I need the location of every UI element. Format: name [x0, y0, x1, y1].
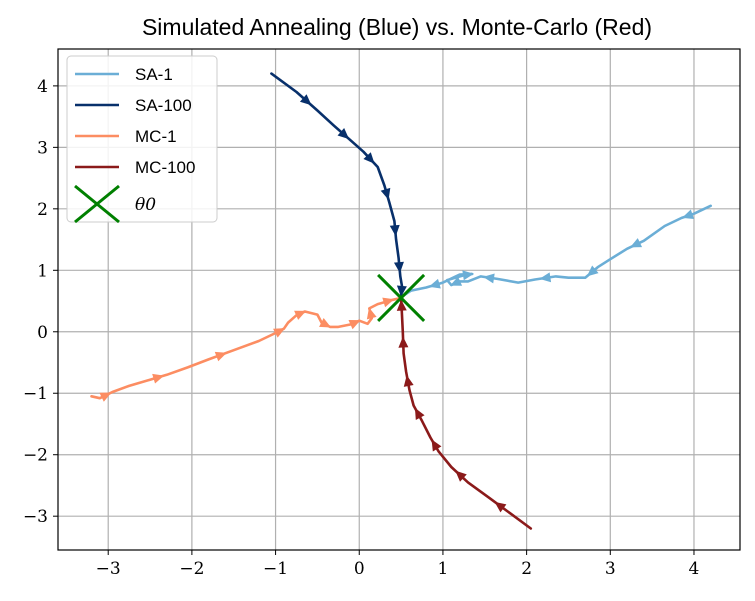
direction-arrow	[483, 273, 495, 284]
axes: −3 −2 −1 0 1 2 3 4 −3 −2 −1 0 1 2 3 4	[23, 48, 741, 579]
series-line	[401, 204, 712, 298]
x-tick-label: −3	[96, 559, 121, 579]
direction-arrow	[539, 272, 552, 283]
direction-arrow	[363, 152, 375, 164]
legend-box	[66, 55, 218, 223]
direction-arrow	[99, 392, 112, 402]
direction-arrow	[294, 310, 307, 320]
x-tick-label: 0	[354, 559, 365, 579]
direction-arrow	[214, 351, 227, 362]
direction-arrow	[403, 375, 414, 387]
x-tick-label: 2	[521, 559, 532, 579]
y-tick-label: 0	[37, 323, 48, 343]
series-mc-100	[396, 296, 533, 530]
legend-label: SA-100	[135, 96, 192, 115]
series-layer	[90, 72, 712, 530]
legend-swatch	[74, 184, 120, 224]
y-tick-label: −2	[23, 446, 48, 466]
x-tick-label: 4	[689, 559, 700, 579]
series-sa-100	[270, 72, 407, 298]
x-tick-label: 3	[605, 559, 616, 579]
y-tick-label: 2	[37, 200, 48, 220]
direction-arrow	[380, 187, 391, 200]
x-tick-label: 1	[438, 559, 449, 579]
direction-arrow	[299, 94, 312, 106]
series-sa-1	[401, 204, 712, 298]
direction-arrow	[366, 307, 377, 320]
direction-arrow	[396, 299, 407, 311]
direction-arrow	[682, 209, 695, 220]
direction-arrow	[431, 439, 442, 452]
theta0-marker-stroke	[377, 273, 426, 323]
legend-label: MC-1	[135, 127, 177, 146]
y-tick-label: −3	[23, 507, 48, 527]
legend-label: SA-1	[135, 65, 173, 84]
direction-arrow	[428, 278, 441, 289]
legend: SA-1 SA-100 MC-1 MC-100 θ0	[66, 55, 218, 224]
direction-arrow	[414, 407, 425, 420]
direction-arrow	[629, 238, 643, 248]
chart-title: Simulated Annealing (Blue) vs. Monte-Car…	[142, 14, 652, 40]
direction-arrow	[586, 265, 599, 277]
direction-arrow	[494, 501, 507, 513]
theta0-marker	[377, 273, 426, 323]
y-tick-label: 4	[37, 77, 48, 97]
direction-arrow	[273, 328, 286, 338]
x-tick-label: −2	[179, 559, 204, 579]
y-tick-label: 1	[37, 261, 48, 281]
direction-arrow	[396, 285, 407, 297]
direction-arrow	[455, 470, 467, 482]
y-tick-label: −1	[23, 384, 48, 404]
direction-arrow	[393, 261, 404, 274]
direction-arrow	[152, 373, 165, 384]
direction-arrow	[348, 320, 361, 330]
direction-arrow	[382, 297, 395, 308]
direction-arrow	[462, 270, 474, 281]
direction-arrow	[337, 128, 350, 140]
legend-label: MC-100	[135, 158, 195, 177]
legend-label: θ0	[135, 195, 156, 215]
direction-arrow	[319, 317, 332, 328]
direction-arrow	[450, 276, 463, 286]
direction-arrow	[398, 336, 409, 348]
plot-frame	[57, 48, 741, 551]
x-tick-label: −1	[263, 559, 288, 579]
direction-arrow	[389, 224, 400, 237]
series-line	[270, 72, 404, 298]
y-tick-label: 3	[37, 138, 48, 158]
theta0-marker-layer	[377, 273, 426, 323]
series-mc-1	[90, 296, 403, 402]
series-line	[90, 296, 403, 400]
